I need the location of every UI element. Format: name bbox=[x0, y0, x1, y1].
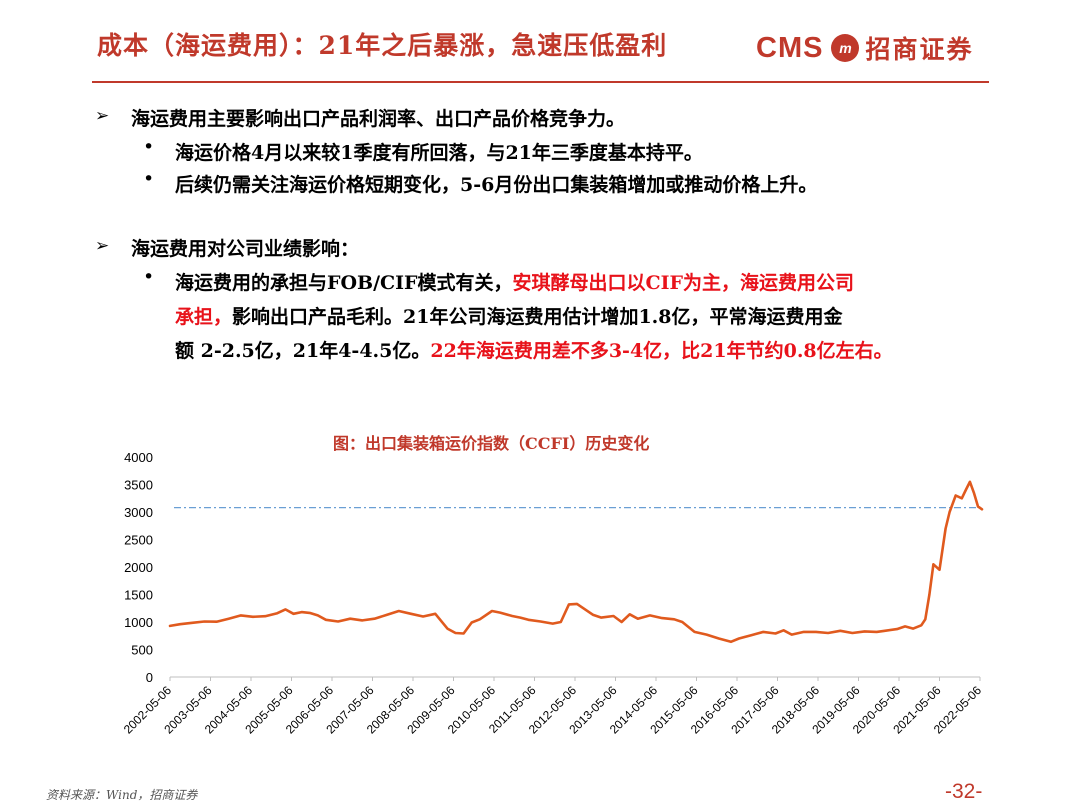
ccfi-series-line bbox=[168, 480, 984, 644]
point-1-sub-2: 后续仍需关注海运价格短期变化，5-6月份出口集装箱增加或推动价格上升。 bbox=[175, 174, 818, 196]
point-2-text-a: 海运费用的承担与FOB/CIF模式有关， bbox=[175, 272, 513, 294]
y-tick-label: 1500 bbox=[124, 588, 153, 603]
y-tick-label: 0 bbox=[146, 670, 153, 685]
chart-title: 图：出口集装箱运价指数（CCFI）历史变化 bbox=[333, 434, 650, 453]
source-note: 资料来源：Wind，招商证券 bbox=[46, 788, 198, 802]
point-2-highlight-b: 安琪酵母出口以CIF为主，海运费用公司 bbox=[512, 272, 855, 294]
point-2-sub-1-line-2: 承担，影响出口产品毛利。21年公司海运费用估计增加1.8亿，平常海运费用金 bbox=[175, 302, 843, 329]
point-1: 海运费用主要影响出口产品利润率、出口产品价格竞争力。 bbox=[131, 108, 626, 130]
point-2-highlight-f: 22年海运费用差不多3-4亿，比21年节约0.8亿左右。 bbox=[430, 340, 893, 362]
y-tick-label: 2500 bbox=[124, 533, 153, 548]
point-2-sub-1-line-3: 额 2-2.5亿，21年4-4.5亿。22年海运费用差不多3-4亿，比21年节约… bbox=[175, 336, 893, 363]
point-2-text-e: 额 2-2.5亿，21年4-4.5亿。 bbox=[175, 340, 431, 362]
dot-bullet-icon: • bbox=[143, 168, 155, 190]
y-tick-label: 3500 bbox=[124, 478, 153, 493]
arrow-bullet-icon: ➢ bbox=[95, 106, 110, 126]
logo: CMS m 招商证券 bbox=[756, 28, 973, 68]
logo-cms-text: CMS bbox=[756, 31, 824, 64]
dot-bullet-icon: • bbox=[143, 266, 155, 288]
dot-bullet-icon: • bbox=[143, 136, 155, 158]
page-title: 成本（海运费用）：21年之后暴涨，急速压低盈利 bbox=[97, 31, 668, 60]
point-2-sub-1-line-1: 海运费用的承担与FOB/CIF模式有关，安琪酵母出口以CIF为主，海运费用公司 bbox=[175, 268, 854, 295]
logo-mark-icon: m bbox=[831, 34, 860, 62]
page-number: -32- bbox=[945, 780, 983, 803]
point-1-sub-1: 海运价格4月以来较1季度有所回落，与21年三季度基本持平。 bbox=[175, 142, 703, 164]
point-2: 海运费用对公司业绩影响： bbox=[131, 238, 360, 260]
y-tick-label: 4000 bbox=[124, 450, 153, 465]
point-2-text-d: 影响出口产品毛利。21年公司海运费用估计增加1.8亿，平常海运费用金 bbox=[232, 306, 843, 328]
y-tick-label: 500 bbox=[131, 643, 153, 658]
y-tick-label: 1000 bbox=[124, 615, 153, 630]
arrow-bullet-icon: ➢ bbox=[95, 236, 110, 256]
y-tick-label: 2000 bbox=[124, 560, 153, 575]
point-2-highlight-c: 承担， bbox=[175, 306, 233, 328]
logo-chinese-text: 招商证券 bbox=[865, 35, 974, 64]
y-tick-label: 3000 bbox=[124, 505, 153, 520]
title-rule bbox=[92, 81, 989, 83]
